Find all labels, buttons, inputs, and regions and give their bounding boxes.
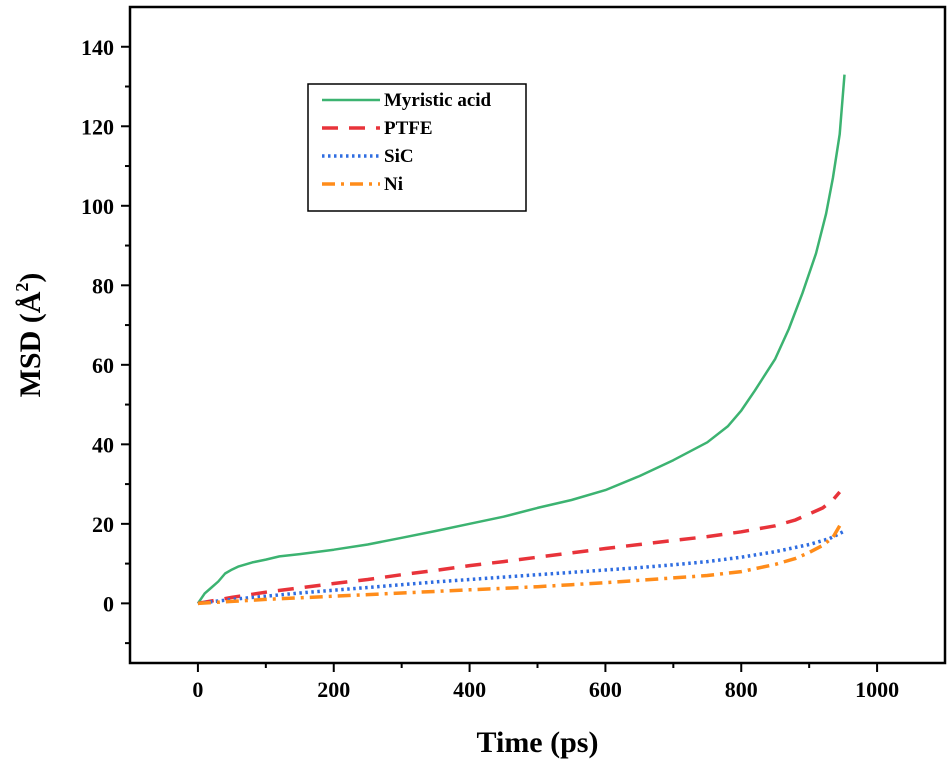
y-tick-label: 20: [92, 512, 114, 537]
legend-label: SiC: [384, 146, 414, 167]
x-tick-label: 600: [589, 677, 622, 702]
legend-label: PTFE: [384, 118, 433, 139]
legend: Myristic acid PTFE SiC Ni: [307, 83, 527, 212]
series-layer: [196, 74, 846, 606]
axis-titles: Time (ps) MSD (Å2): [12, 273, 598, 759]
y-tick-label: 100: [81, 194, 114, 219]
y-axis-title-superscript: 2: [12, 283, 32, 292]
series-line-ni: [197, 524, 842, 606]
x-tick-label: 0: [192, 677, 203, 702]
series-line-myristic-acid: [196, 74, 846, 605]
y-axis-title-unit: Å: [14, 291, 47, 313]
x-tick-label: 800: [725, 677, 758, 702]
x-tick-label: 1000: [855, 677, 899, 702]
x-tick-label: 400: [453, 677, 486, 702]
y-tick-label: 60: [92, 353, 114, 378]
x-tick-label: 200: [317, 677, 350, 702]
series-line-sic: [197, 530, 844, 606]
y-axis-title-close: ): [14, 273, 47, 283]
y-tick-label: 40: [92, 432, 114, 457]
y-tick-label: 80: [92, 273, 114, 298]
y-tick-label: 140: [81, 35, 114, 60]
x-axis-title: Time (ps): [477, 726, 599, 759]
axes-layer: 0 200 400 600 800 1000 0 20 40 60 80 100 120 140: [81, 5, 947, 702]
y-tick-label: 120: [81, 114, 114, 139]
y-tick-label: 0: [103, 591, 114, 616]
y-axis-title-main: MSD (: [14, 313, 47, 397]
series-line-ptfe: [197, 490, 842, 606]
legend-label: Myristic acid: [384, 90, 492, 111]
plot-frame: [128, 5, 947, 665]
legend-box: [307, 83, 527, 212]
y-axis-title: MSD (Å2): [12, 273, 47, 398]
legend-label: Ni: [384, 174, 403, 195]
